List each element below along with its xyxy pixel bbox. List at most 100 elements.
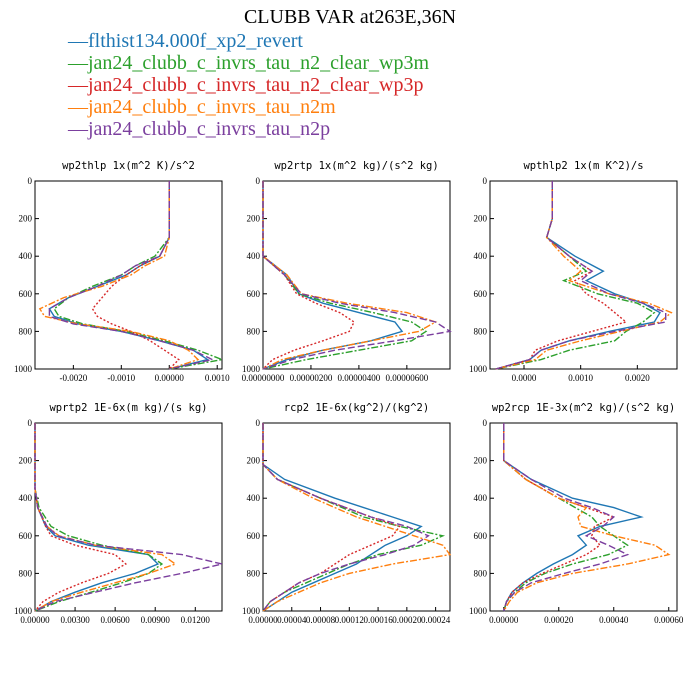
- y-tick-label: 200: [19, 214, 33, 224]
- y-tick-label: 800: [474, 326, 488, 336]
- x-tick-label: 0.00020: [544, 615, 574, 625]
- plot-panel: wp2rtp 1x(m^2 kg)/(s^2 kg) 0 200 400 600 800 1…: [242, 160, 452, 383]
- series-line: [91, 181, 180, 370]
- y-tick-label: 0: [28, 176, 33, 186]
- y-tick-label: 1000: [14, 606, 33, 616]
- x-tick-label: 0.00060: [654, 615, 684, 625]
- y-tick-label: 200: [474, 214, 488, 224]
- x-tick-label: 0.0010: [205, 373, 230, 383]
- chart-title: CLUBB VAR at263E,36N: [243, 6, 457, 28]
- y-tick-label: 0: [256, 176, 261, 186]
- x-tick-label: 0.00000: [155, 373, 185, 383]
- x-tick-label: 0.00300: [60, 615, 90, 625]
- y-tick-label: 800: [474, 568, 488, 578]
- x-tick-label: 0.00016: [363, 615, 393, 625]
- legend-item: —jan24_clubb_c_invrs_tau_n2p: [68, 118, 429, 140]
- series-line: [262, 423, 401, 612]
- plot-panel: wpthlp2 1x(m K^2)/s 0 200 400 600 800 1000 0.00…: [469, 160, 678, 383]
- series-line: [262, 423, 430, 612]
- y-tick-label: 600: [19, 289, 33, 299]
- legend-label: jan24_clubb_c_invrs_tau_n2m: [88, 96, 336, 118]
- y-tick-label: 400: [474, 251, 488, 261]
- series-line: [38, 181, 200, 370]
- y-tick-label: 200: [247, 214, 261, 224]
- x-tick-label: 0.00008: [306, 615, 336, 625]
- x-tick-label: 0.0020: [625, 373, 650, 383]
- plot-panel: wp2rcp 1E-3x(m^2 kg)/(s^2 kg) 0 200 400 600 8…: [469, 402, 684, 625]
- y-tick-label: 600: [19, 531, 33, 541]
- y-tick-label: 0: [28, 418, 33, 428]
- y-tick-label: 1000: [469, 364, 488, 374]
- plot-panel: rcp2 1E-6x(kg^2)/(kg^2) 0 200 400 600 800 1000…: [242, 402, 452, 625]
- series-line: [503, 423, 671, 612]
- y-tick-label: 0: [483, 418, 488, 428]
- y-tick-label: 400: [19, 251, 33, 261]
- y-tick-label: 600: [474, 289, 488, 299]
- series-line: [262, 181, 452, 370]
- plot-panel: wp2thlp 1x(m^2 K)/s^2 0 200 400 600 800 1000 -0…: [14, 160, 230, 383]
- series-line: [48, 181, 210, 370]
- y-tick-label: 800: [247, 568, 261, 578]
- legend-label: flthist134.000f_xp2_revert: [88, 30, 303, 52]
- x-tick-label: -0.0020: [59, 373, 87, 383]
- legend-item: —jan24_clubb_c_invrs_tau_n2m: [68, 96, 429, 118]
- series-line: [262, 423, 452, 612]
- legend-label: jan24_clubb_c_invrs_tau_n2_clear_wp3m: [88, 52, 430, 74]
- panel-title: rcp2 1E-6x(kg^2)/(kg^2): [284, 402, 429, 414]
- plot-frame: [489, 422, 678, 612]
- legend-label: jan24_clubb_c_invrs_tau_n2_clear_wp3p: [88, 74, 424, 96]
- x-tick-label: 0.00000000: [242, 373, 285, 383]
- y-tick-label: 400: [247, 493, 261, 503]
- plot-frame: [489, 180, 678, 370]
- series-line: [34, 423, 164, 612]
- series-line: [495, 181, 667, 370]
- x-tick-label: 0.00040: [599, 615, 629, 625]
- legend-label: jan24_clubb_c_invrs_tau_n2p: [88, 118, 331, 140]
- x-tick-label: 0.0000: [512, 373, 537, 383]
- plot-frame: [262, 422, 451, 612]
- y-tick-label: 0: [256, 418, 261, 428]
- y-tick-label: 600: [247, 289, 261, 299]
- panel-title: wprtp2 1E-6x(m kg)/(s kg): [49, 402, 207, 414]
- legend-item: —jan24_clubb_c_invrs_tau_n2_clear_wp3p: [68, 74, 429, 96]
- x-tick-label: 0.00020: [392, 615, 422, 625]
- x-tick-label: 0.00000: [20, 615, 50, 625]
- y-tick-label: 1000: [242, 364, 261, 374]
- series-line: [495, 181, 673, 370]
- x-tick-label: 0.00000: [248, 615, 278, 625]
- panel-title: wp2thlp 1x(m^2 K)/s^2: [62, 160, 195, 172]
- x-tick-label: 0.00004: [277, 615, 307, 625]
- x-tick-label: 0.00012: [335, 615, 364, 625]
- series-line: [48, 181, 215, 370]
- plot-frame: [34, 422, 223, 612]
- plot-frame: [34, 180, 223, 370]
- plot-frame: [262, 180, 451, 370]
- y-tick-label: 200: [247, 456, 261, 466]
- series-line: [503, 423, 644, 612]
- y-tick-label: 200: [474, 456, 488, 466]
- series-line: [503, 423, 630, 612]
- x-tick-label: 0.00000200: [290, 373, 333, 383]
- y-tick-label: 400: [474, 493, 488, 503]
- y-tick-label: 400: [247, 251, 261, 261]
- y-tick-label: 800: [19, 568, 33, 578]
- series-line: [34, 423, 177, 612]
- y-tick-label: 800: [247, 326, 261, 336]
- x-tick-label: 0.00024: [421, 615, 451, 625]
- series-line: [262, 423, 423, 612]
- series-line: [262, 181, 356, 370]
- series-line: [503, 423, 616, 612]
- panel-title: wpthlp2 1x(m K^2)/s: [523, 160, 643, 172]
- x-tick-label: 0.0010: [568, 373, 593, 383]
- legend: —flthist134.000f_xp2_revert —jan24_clubb…: [68, 30, 429, 140]
- x-tick-label: -0.0010: [107, 373, 135, 383]
- y-tick-label: 1000: [469, 606, 488, 616]
- y-tick-label: 600: [474, 531, 488, 541]
- legend-item: —jan24_clubb_c_invrs_tau_n2_clear_wp3m: [68, 52, 429, 74]
- series-line: [34, 423, 160, 612]
- x-tick-label: 0.00000600: [385, 373, 428, 383]
- y-tick-label: 600: [247, 531, 261, 541]
- y-tick-label: 800: [19, 326, 33, 336]
- panel-title: wp2rcp 1E-3x(m^2 kg)/(s^2 kg): [492, 402, 675, 414]
